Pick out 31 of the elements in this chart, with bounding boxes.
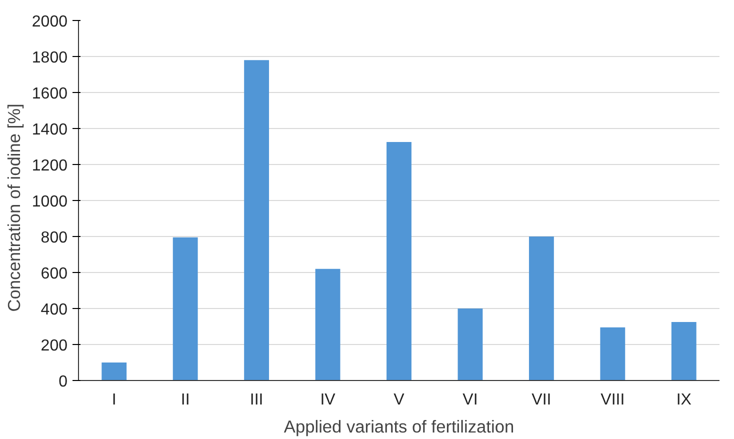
y-tick-label: 600 <box>40 266 68 282</box>
x-tick-label: V <box>394 392 405 408</box>
y-tick-label: 1200 <box>32 158 68 174</box>
x-tick-label: IX <box>676 392 692 408</box>
bar <box>528 236 554 380</box>
y-tick-label: 1400 <box>32 122 68 138</box>
bar <box>600 327 626 380</box>
x-axis-title: Applied variants of fertilization <box>284 416 514 436</box>
x-tick-label: VI <box>462 392 478 408</box>
y-tick-label: 1800 <box>32 50 68 66</box>
bar <box>315 268 340 380</box>
bar <box>172 237 198 380</box>
bar <box>102 362 127 380</box>
bar <box>244 60 270 380</box>
bar <box>458 308 483 380</box>
bar <box>671 322 696 380</box>
y-tick-label: 1000 <box>32 194 68 210</box>
y-tick-label: 0 <box>58 374 68 390</box>
y-axis-title: Concentration of iodine [%] <box>4 104 24 312</box>
x-tick-label: III <box>250 392 264 408</box>
y-tick-label: 200 <box>40 338 68 354</box>
bar <box>386 142 412 380</box>
x-tick-label: VIII <box>600 392 625 408</box>
y-tick-label: 2000 <box>32 14 68 30</box>
y-tick-label: 1600 <box>32 86 68 102</box>
x-tick-label: VII <box>532 392 552 408</box>
y-tick-label: 400 <box>40 302 68 318</box>
x-tick-label: IV <box>320 392 336 408</box>
x-tick-label: II <box>180 392 190 408</box>
x-tick-label: I <box>112 392 116 408</box>
y-tick-label: 800 <box>40 230 68 246</box>
